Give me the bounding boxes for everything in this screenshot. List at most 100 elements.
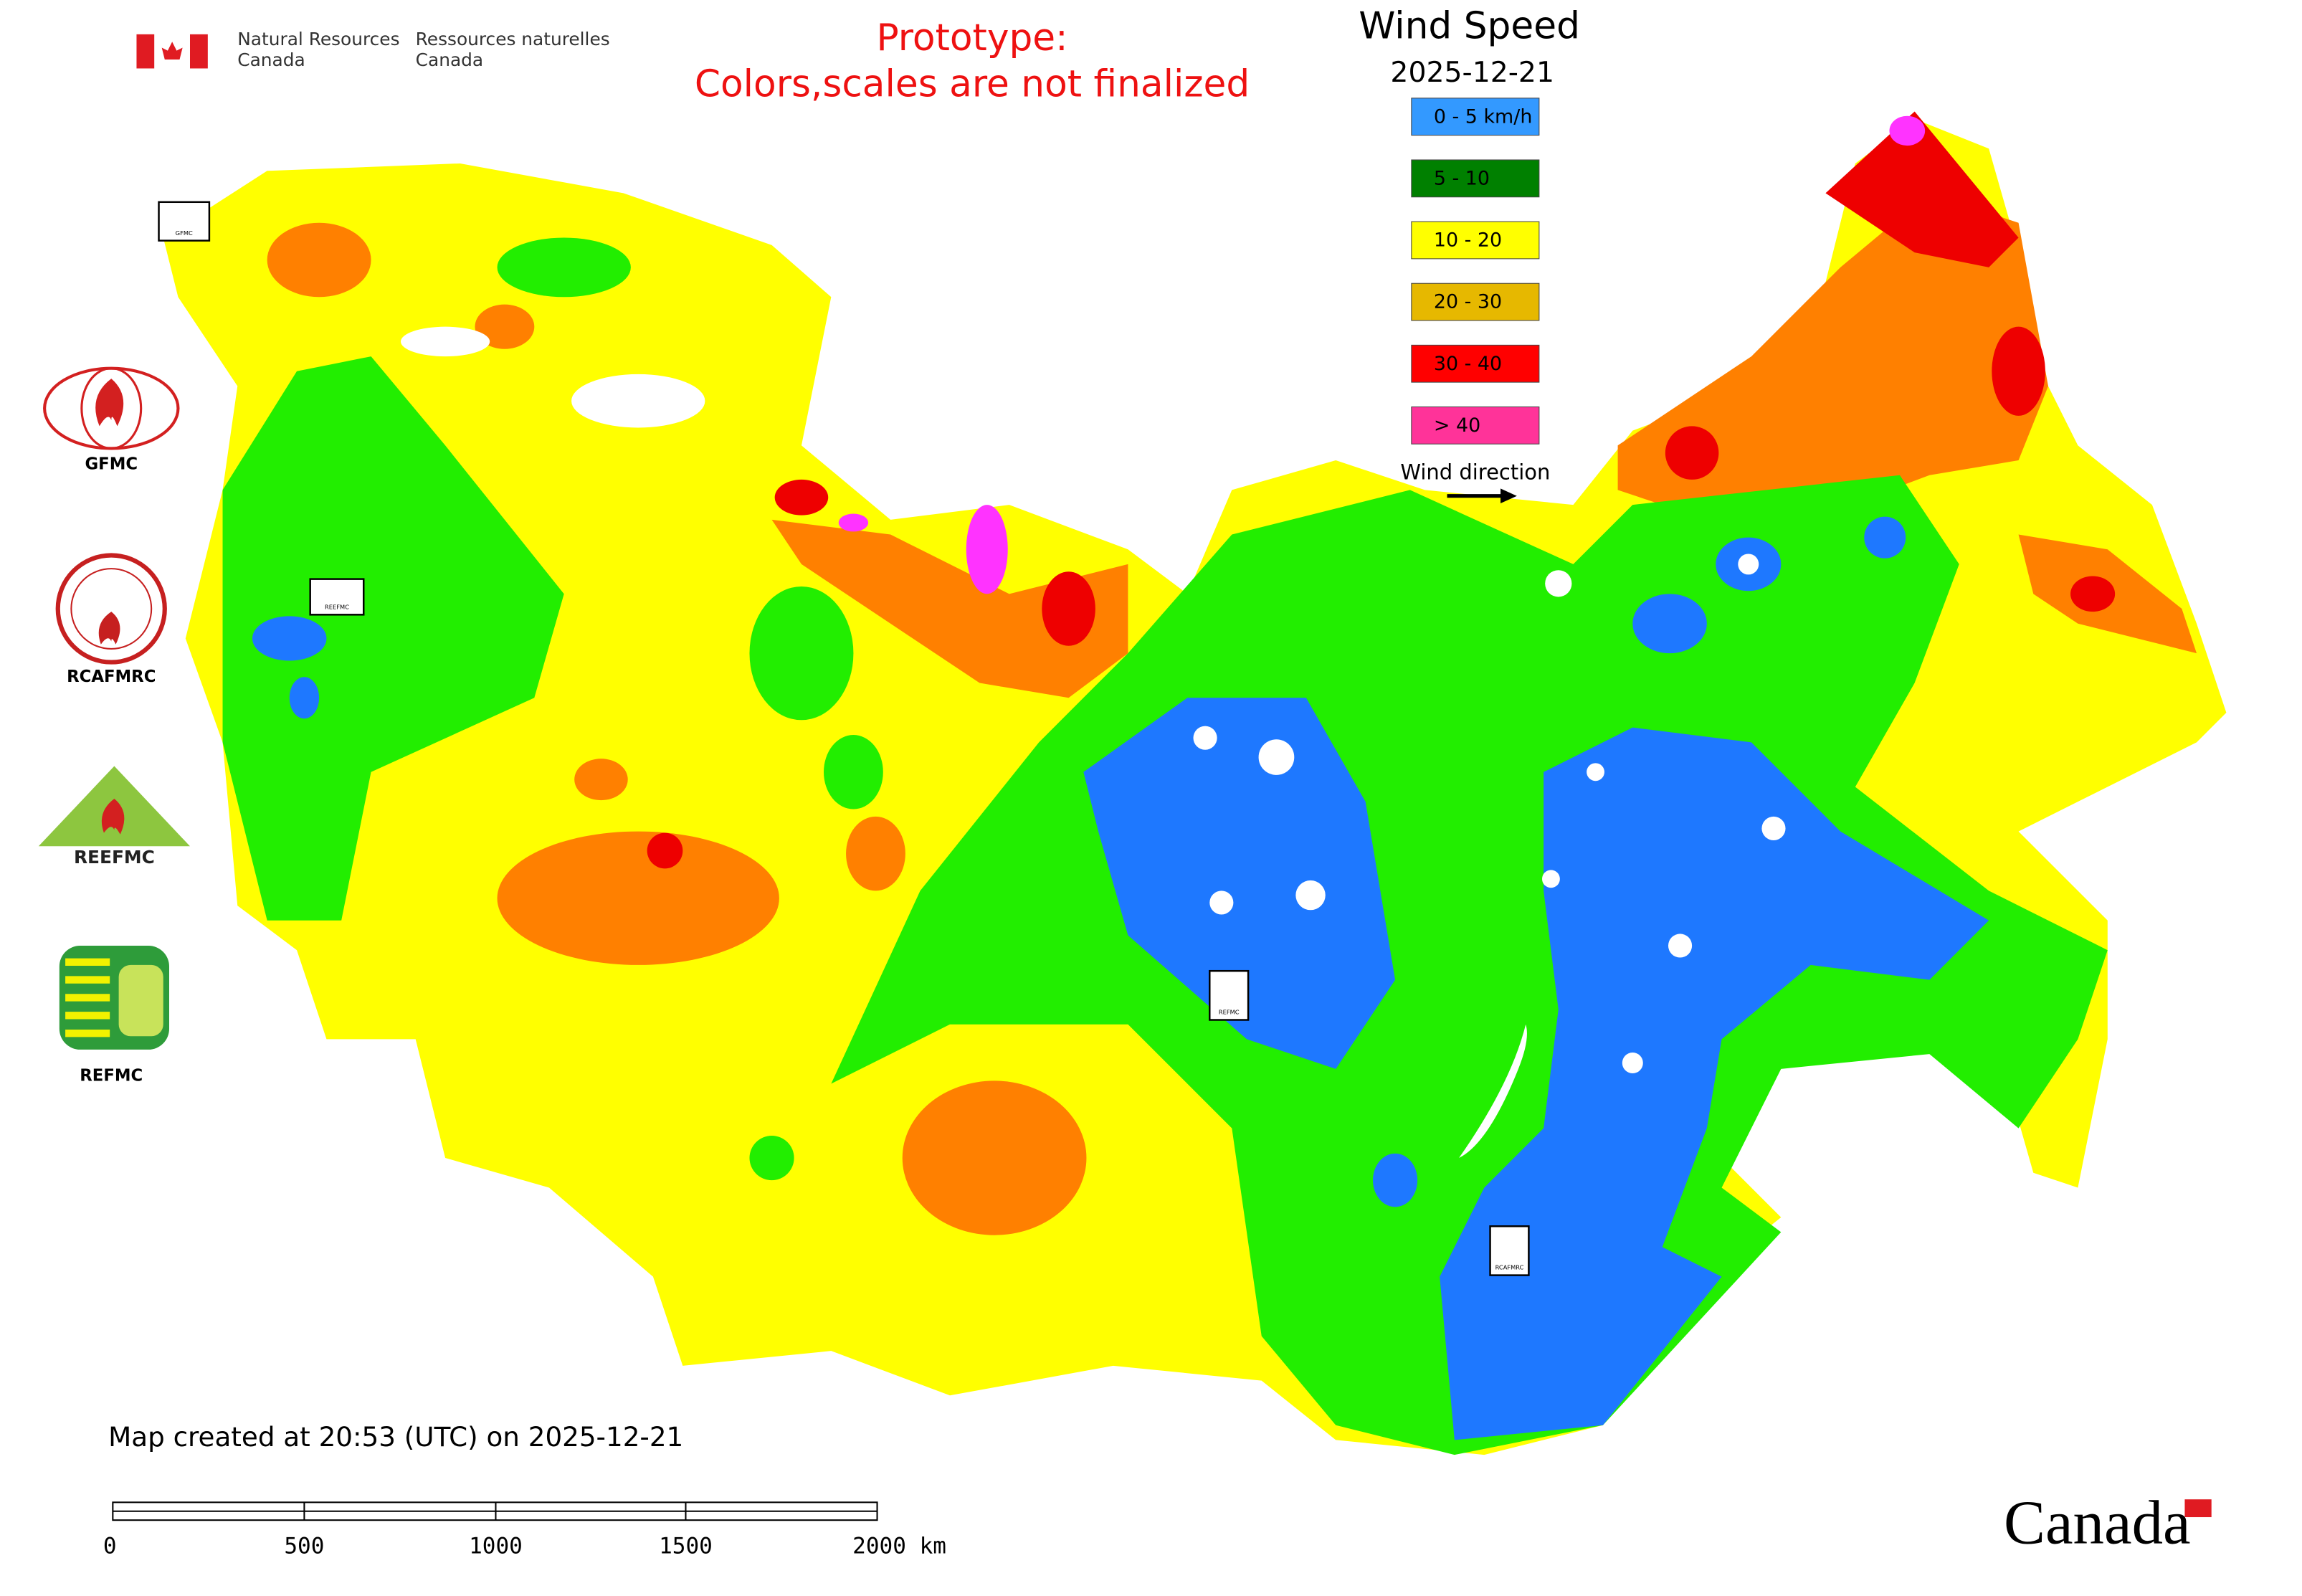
zone-magenta [966, 505, 1008, 594]
white-spot [1622, 1053, 1643, 1074]
logo-ring [70, 568, 153, 650]
zone-orange [1617, 193, 2048, 520]
logo-flame [98, 612, 120, 645]
zone-red [1825, 111, 2019, 267]
white-spot [1668, 934, 1693, 958]
zone-green [831, 475, 2108, 1455]
maple-leaf [161, 42, 183, 60]
white-spot [1542, 870, 1560, 888]
map-markers: GFMC REEFMC REFMC RCAFMRC [158, 201, 1530, 1276]
scale-label: 500 [284, 1533, 324, 1559]
logo-label: RCAFMRC [67, 668, 156, 686]
zone-blue [1373, 1153, 1418, 1207]
logo-refmc [59, 945, 170, 1050]
zone-magenta [838, 513, 869, 532]
logo-flame [101, 799, 125, 835]
legend-title: Wind Speed [1359, 5, 1580, 48]
marker-box [1489, 1225, 1530, 1276]
white-spot [1761, 816, 1786, 841]
wordmark-flag [2184, 1499, 2212, 1518]
scale-bar [112, 1501, 878, 1521]
legend-label: 20 - 30 [1434, 291, 1502, 313]
marker-box [158, 201, 211, 242]
zone-red [647, 832, 683, 869]
legend-swatch [1411, 159, 1540, 198]
logo-gfmc [43, 366, 180, 450]
marker-label: REEFMC [325, 603, 349, 610]
scale-labels: 0 500 1000 1500 2000 km [103, 1533, 946, 1559]
legend-label: 10 - 20 [1434, 229, 1502, 252]
zone-orange [771, 519, 1128, 698]
zone-orange [267, 222, 371, 298]
zone-red [1992, 326, 2045, 416]
zone-blue [1083, 698, 1396, 1069]
scale-label: 2000 km [852, 1533, 946, 1559]
white-spot [1295, 880, 1326, 911]
marker-box [1209, 969, 1250, 1021]
wind-direction-label: Wind direction [1400, 460, 1550, 485]
legend-swatch [1411, 282, 1540, 321]
logo-label: GFMC [85, 455, 138, 474]
scale-label: 1500 [659, 1533, 713, 1559]
white-spot [1209, 890, 1234, 915]
white-spot [1587, 763, 1604, 782]
zone-orange [497, 831, 779, 965]
flag-band [189, 34, 208, 69]
legend-swatch [1411, 344, 1540, 383]
marker-label: GFMC [176, 229, 193, 237]
legend-swatch [1411, 221, 1540, 260]
logo-label: REFMC [80, 1067, 143, 1086]
legend-swatch [1411, 98, 1540, 136]
lake [571, 374, 705, 428]
marker-label: REFMC [1219, 1009, 1240, 1016]
white-spot [1258, 739, 1295, 775]
agency-en: Canada [237, 49, 305, 70]
agency-en: Natural Resources [237, 29, 399, 49]
agency-fr: Ressources naturelles [416, 29, 610, 49]
logo-flame [95, 379, 124, 427]
white-spot [1738, 554, 1759, 575]
notice: Prototype: [876, 16, 1067, 60]
legend-label: > 40 [1434, 414, 1480, 437]
logo-reefmc [38, 766, 190, 847]
zone-blue [289, 677, 320, 719]
lake [400, 326, 490, 357]
canada-wordmark: Canada [2004, 1488, 2191, 1557]
scale-label: 0 [103, 1533, 117, 1559]
zone-orange [902, 1080, 1087, 1235]
notice: Colors,scales are not finalized [695, 62, 1250, 105]
white-spot [1193, 726, 1217, 750]
arrow-head [1500, 488, 1517, 504]
marker-label: RCAFMRC [1495, 1264, 1524, 1271]
zone-blue [252, 616, 327, 661]
marker-box [309, 578, 365, 616]
zone-green [824, 735, 883, 809]
legend: 0 - 5 km/h 5 - 10 10 - 20 20 - 30 30 - 40 > 4… [1411, 98, 1540, 445]
flag [136, 34, 208, 69]
zone-orange [846, 816, 905, 891]
zone-red [2070, 576, 2116, 612]
map-regions [163, 111, 2227, 1455]
legend-label: 5 - 10 [1434, 167, 1490, 189]
white-spot [1545, 570, 1572, 597]
scale-label: 1000 [469, 1533, 523, 1559]
logo-ring [80, 367, 143, 450]
zone-green [749, 1135, 794, 1181]
zone-orange [475, 304, 535, 349]
legend-date: 2025-12-21 [1390, 56, 1554, 89]
zone-red [774, 479, 829, 516]
legend-swatch [1411, 406, 1540, 445]
logo-rcafmrc [55, 553, 167, 665]
zone-orange [574, 759, 628, 801]
zone-green [222, 356, 564, 921]
legend-label: 0 - 5 km/h [1434, 105, 1533, 128]
flag-band [136, 34, 155, 69]
zone-red [1665, 426, 1719, 480]
created-note: Map created at 20:53 (UTC) on 2025-12-21 [108, 1421, 683, 1453]
logo-stripes [65, 958, 110, 1037]
zone-magenta [1889, 115, 1926, 146]
zone-green [749, 586, 854, 721]
zone-red [1042, 571, 1095, 646]
